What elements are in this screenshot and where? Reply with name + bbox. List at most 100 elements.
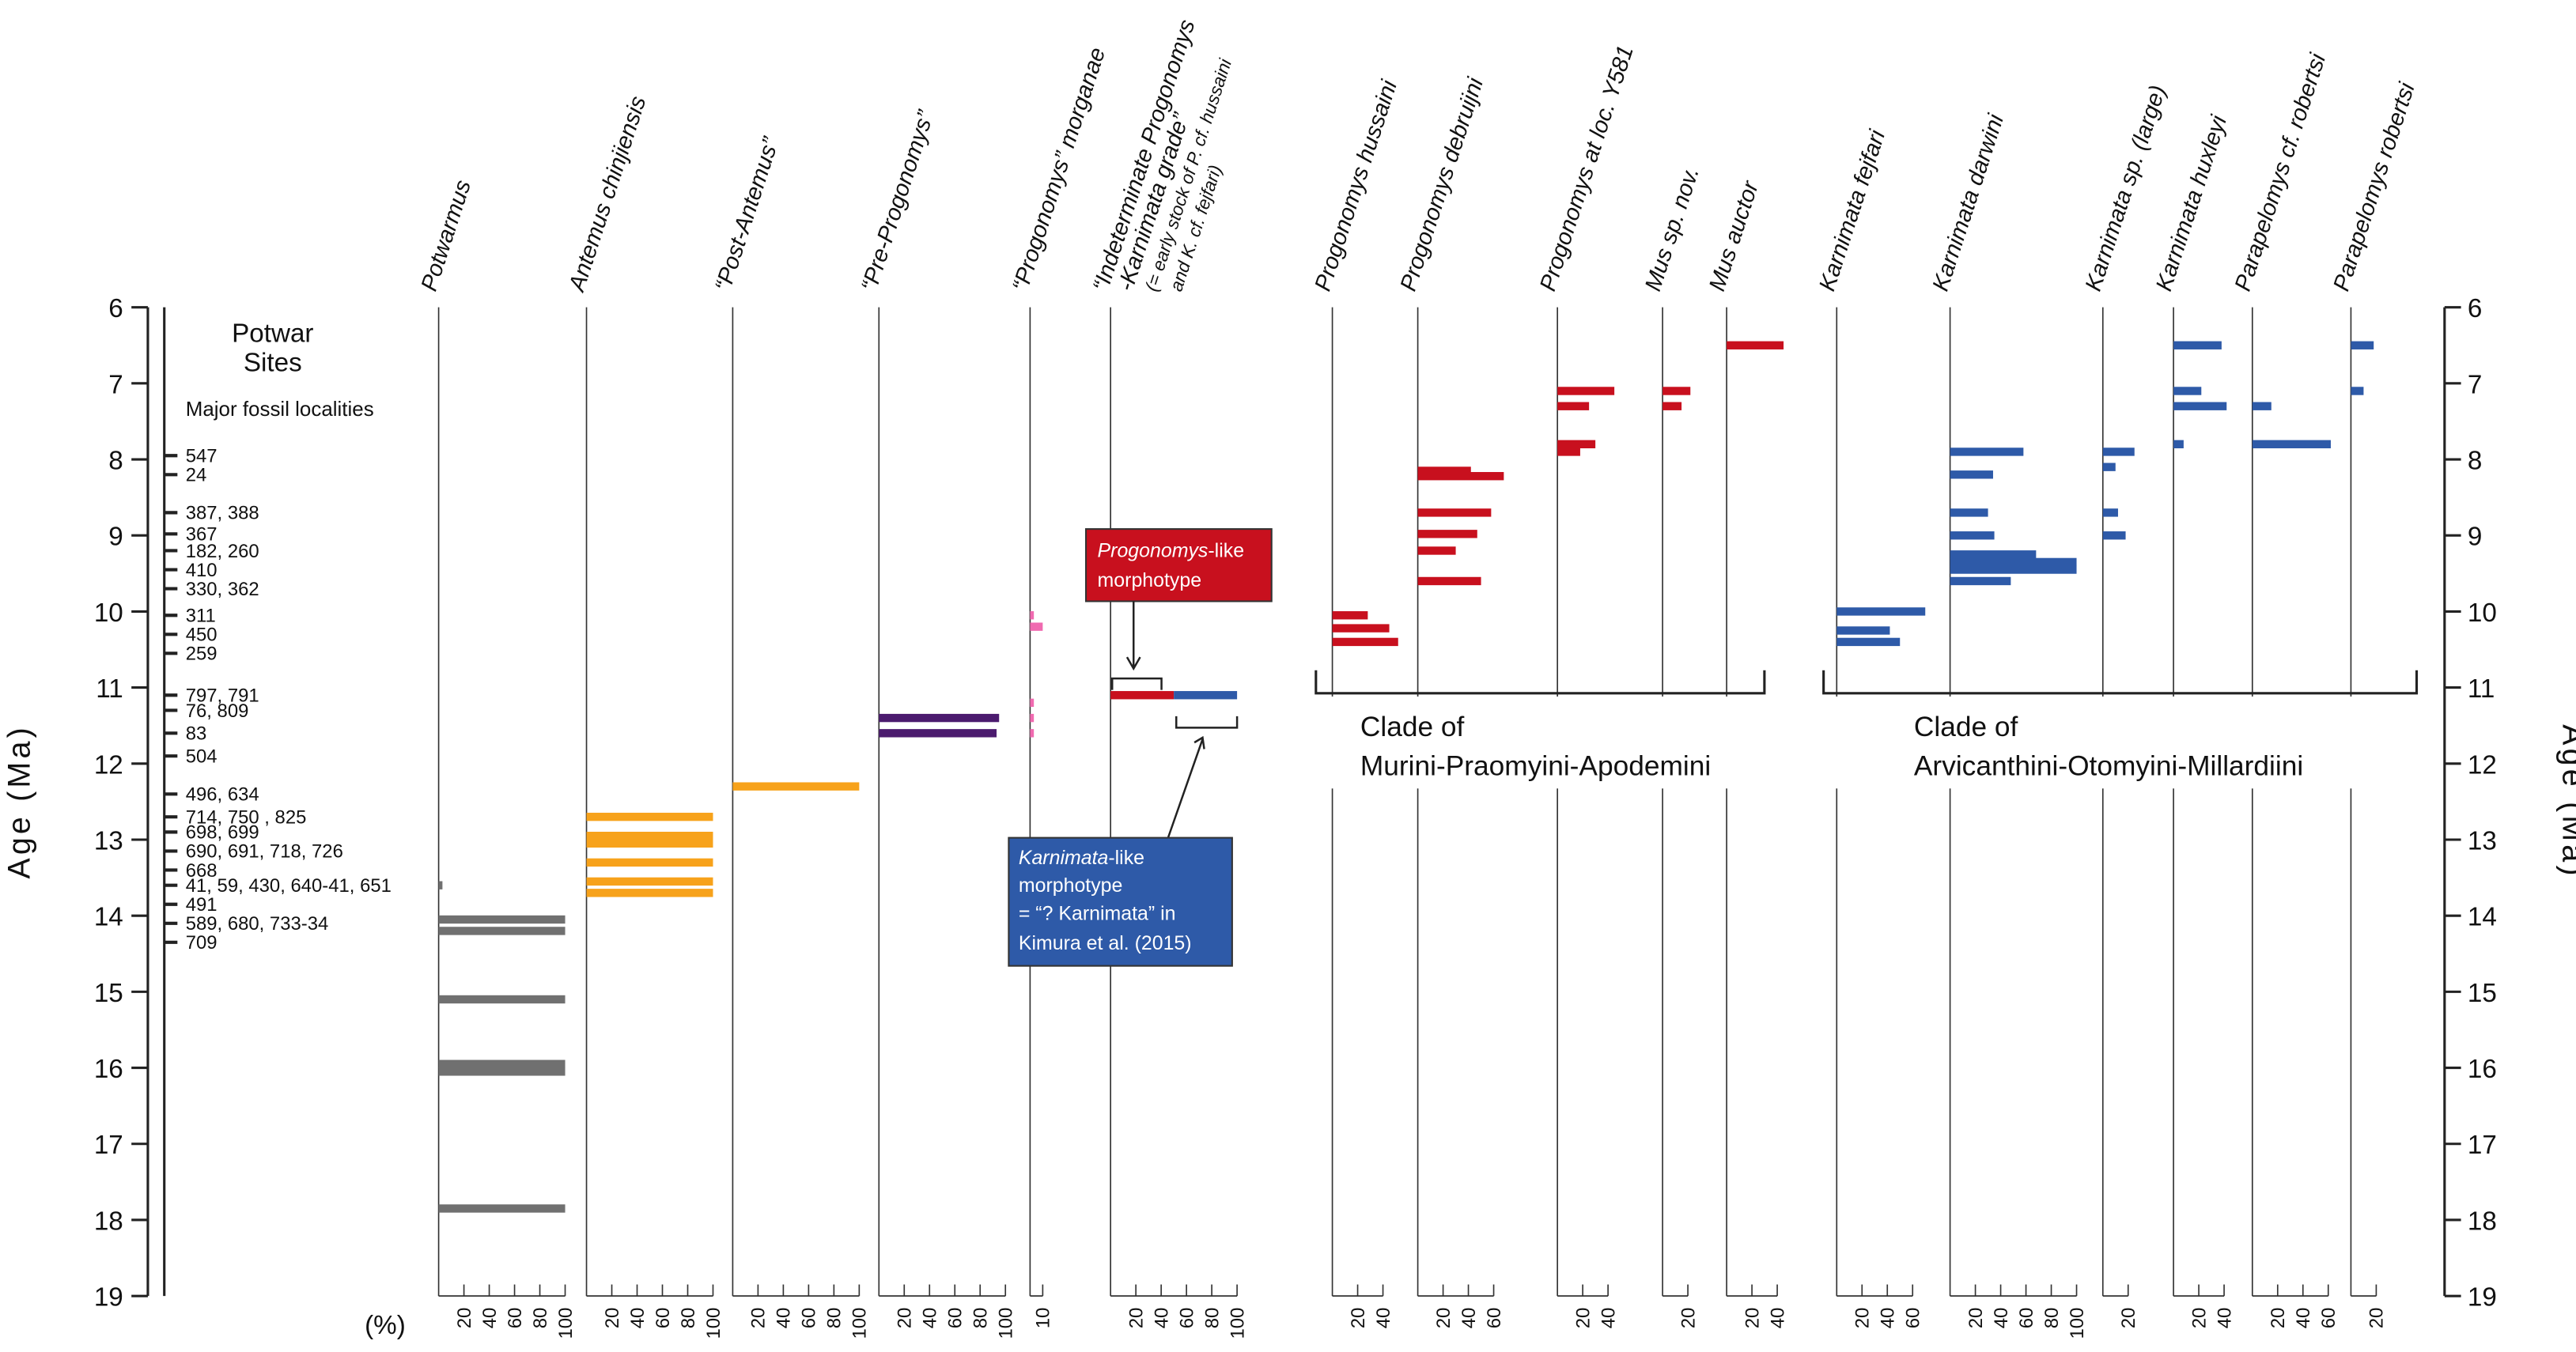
annotation: Progonomys-like [1098, 539, 1245, 561]
bar [1030, 698, 1035, 708]
column-title: Mus sp. nov. [1640, 164, 1704, 295]
x-tick-label: 80 [530, 1308, 551, 1329]
bar [586, 877, 713, 886]
y-tick-label: 19 [2468, 1283, 2497, 1312]
x-tick-label: 80 [970, 1308, 992, 1329]
y-tick-label: 13 [2468, 826, 2497, 855]
bar [586, 839, 713, 848]
x-tick-label: 100 [1227, 1308, 1248, 1339]
site-label: 367 [186, 524, 218, 546]
y-tick-label: 11 [2468, 674, 2495, 704]
x-tick-label: 20 [2118, 1308, 2139, 1329]
bar [586, 858, 713, 867]
bar [438, 881, 443, 889]
bar [1332, 624, 1390, 633]
clade-brackets [1314, 670, 2419, 695]
x-tick-label: 20 [1965, 1308, 1987, 1329]
x-tick-label: 60 [799, 1308, 820, 1329]
x-tick-label: 10 [1033, 1308, 1054, 1329]
column-title: Karnimata huxleyi [2151, 111, 2232, 294]
site-label: 24 [186, 465, 207, 486]
y-tick-label: 17 [2468, 1131, 2497, 1160]
y-tick-label: 14 [94, 903, 123, 932]
bar [2102, 531, 2126, 540]
clade-label: Arvicanthini-Otomyini-Millardiini [1914, 751, 2303, 782]
x-tick-label: 40 [1151, 1308, 1172, 1329]
site-label: 504 [186, 746, 218, 767]
bar [2173, 402, 2227, 410]
bar [1662, 387, 1691, 395]
bar [1417, 466, 1471, 475]
bar [438, 1067, 566, 1076]
x-tick-label: 20 [1678, 1308, 1699, 1329]
clade-label: Clade of [1914, 712, 2018, 742]
site-label: 41, 59, 430, 640-41, 651 [186, 875, 392, 897]
bar [1557, 387, 1615, 395]
annotation: morphotype [1019, 874, 1123, 897]
site-label: 690, 691, 718, 726 [186, 841, 343, 863]
bar [1662, 402, 1682, 410]
bar [2351, 341, 2374, 349]
bar [586, 831, 713, 840]
site-label: 797, 791 [186, 685, 259, 707]
x-tick-label: 60 [945, 1308, 966, 1329]
bar [1950, 470, 1993, 479]
site-label: 496, 634 [186, 784, 259, 806]
site-label: 330, 362 [186, 579, 259, 600]
x-tick-label: 60 [1484, 1308, 1505, 1329]
bar [1332, 637, 1398, 647]
bar [1836, 626, 1890, 635]
site-label: 259 [186, 644, 218, 665]
x-tick-label: 40 [1878, 1308, 1899, 1329]
sites-subtitle: Major fossil localities [186, 397, 374, 421]
x-tick-label: 100 [555, 1308, 577, 1339]
x-tick-label: 40 [774, 1308, 795, 1329]
y-tick-label: 18 [2468, 1207, 2497, 1236]
x-tick-label: 20 [602, 1308, 623, 1329]
column-title: Progonomys debruijni [1396, 74, 1489, 294]
x-tick-label: 40 [920, 1308, 941, 1329]
y-tick-label: 7 [2468, 370, 2482, 399]
x-tick-label: 40 [479, 1308, 501, 1329]
x-unit: (%) [365, 1311, 406, 1340]
bar [2351, 387, 2364, 395]
x-tick-label: 20 [748, 1308, 770, 1329]
site-label: 387, 388 [186, 503, 259, 524]
site-label: 450 [186, 625, 218, 646]
x-tick-label: 20 [2366, 1308, 2388, 1329]
bar [1417, 576, 1481, 586]
y-tick-label: 9 [108, 523, 123, 552]
x-tick-label: 100 [849, 1308, 871, 1339]
bar [2173, 387, 2202, 395]
x-tick-label: 40 [2214, 1308, 2235, 1329]
column-title: “Progonomys” morganae [1008, 44, 1110, 294]
site-label: 698, 699 [186, 822, 259, 844]
site-label: 668 [186, 860, 218, 882]
y-axis-title: Age (Ma) [2, 724, 36, 878]
site-label: 76, 809 [186, 701, 249, 722]
x-tick-label: 40 [1991, 1308, 2012, 1329]
column-title: Karnimata sp. (large) [2081, 82, 2171, 294]
bar [1030, 729, 1035, 738]
site-label: 83 [186, 723, 207, 745]
bar [586, 812, 713, 821]
annotation: = “? Karnimata” in [1019, 902, 1176, 924]
column-title: “Post-Antemus” [710, 134, 784, 294]
bar [438, 927, 566, 935]
site-label: 311 [186, 606, 216, 627]
annotation-box [1008, 837, 1233, 967]
site-label: 589, 680, 733-34 [186, 913, 329, 935]
column-title: Parapelomys cf. robertsi [2230, 50, 2332, 295]
bar [2102, 448, 2135, 456]
column-title: Antemus chinjiensis [564, 93, 651, 296]
x-tick-label: 20 [1433, 1308, 1454, 1329]
x-tick-label: 20 [2188, 1308, 2210, 1329]
x-tick-label: 40 [1458, 1308, 1480, 1329]
x-tick-label: 60 [505, 1308, 526, 1329]
bar [1836, 607, 1926, 616]
bar [1557, 402, 1590, 410]
bar [1417, 472, 1504, 481]
x-tick-label: 20 [895, 1308, 916, 1329]
bar [1950, 557, 2077, 567]
